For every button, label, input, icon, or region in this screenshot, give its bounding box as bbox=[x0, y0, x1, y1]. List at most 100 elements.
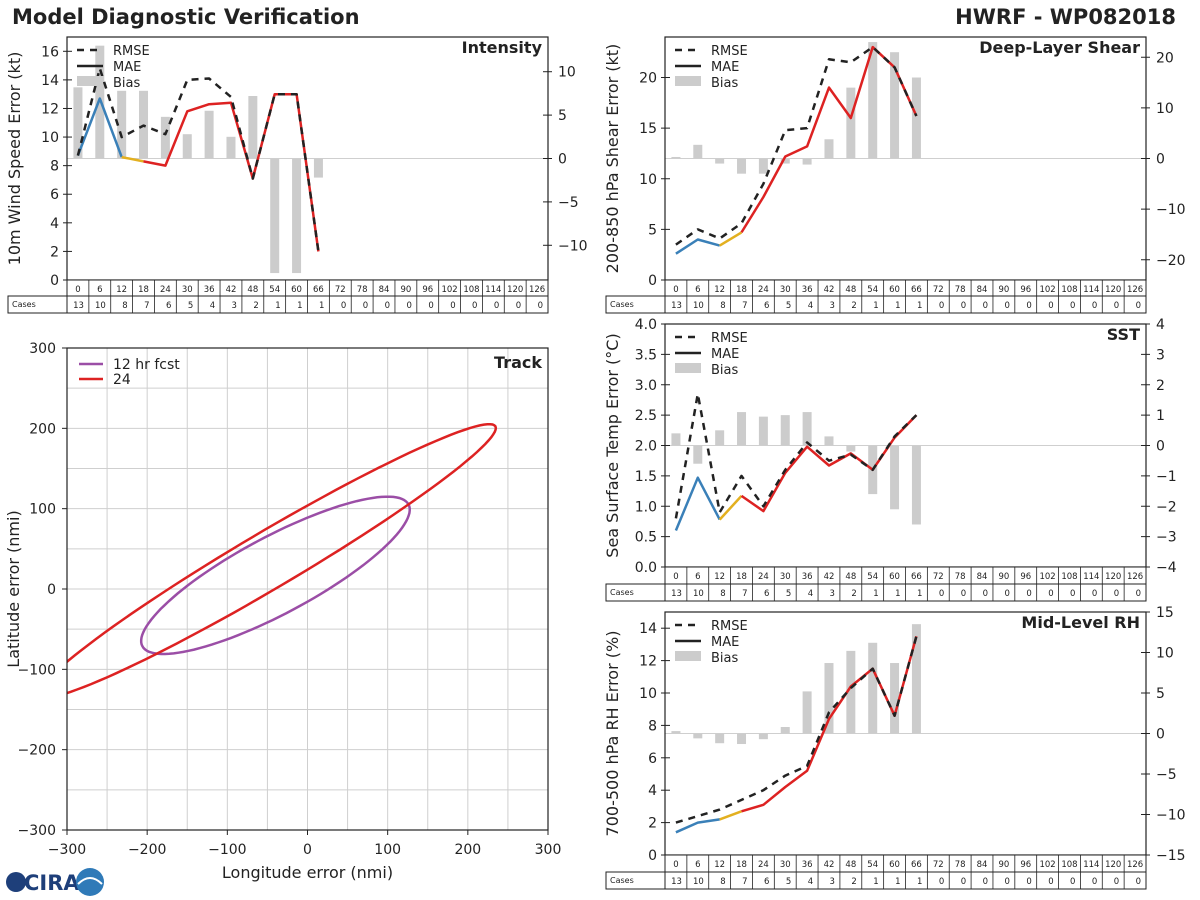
shear-legend-rmse-label: RMSE bbox=[711, 44, 748, 59]
shear-legend-bias-swatch bbox=[675, 76, 701, 86]
rh-table-cases-row bbox=[605, 871, 1147, 890]
shear-table-case: 4 bbox=[808, 301, 813, 311]
intensity-table-hour: 102 bbox=[441, 285, 457, 295]
sst-table-hour: 42 bbox=[824, 572, 835, 582]
intensity-bias-bar bbox=[117, 90, 127, 159]
rh-bias-bar bbox=[802, 691, 812, 734]
rh-table-case: 0 bbox=[1004, 877, 1009, 887]
intensity-table-hour: 54 bbox=[269, 285, 280, 295]
sst-table-hour: 120 bbox=[1105, 572, 1121, 582]
rh-table-hour: 72 bbox=[933, 860, 944, 870]
rh-legend-bias-label: Bias bbox=[711, 651, 738, 666]
shear-table-case: 0 bbox=[1070, 301, 1075, 311]
shear-table-case: 6 bbox=[764, 301, 769, 311]
sst-ytick-label: 1.0 bbox=[635, 499, 657, 515]
rh-bias-bar bbox=[911, 624, 921, 734]
intensity-table-hour: 48 bbox=[247, 285, 258, 295]
rh-bias-bar bbox=[693, 733, 703, 739]
sst-legend-mae-label: MAE bbox=[711, 347, 739, 362]
intensity-table-case: 4 bbox=[210, 301, 215, 311]
rh-table-hour: 90 bbox=[998, 860, 1009, 870]
sst-table-hour: 54 bbox=[867, 572, 878, 582]
intensity-legend-bias-label: Bias bbox=[113, 76, 140, 91]
intensity-y2tick-label: −5 bbox=[558, 195, 579, 211]
sst-ylabel: Sea Surface Temp Error (°C) bbox=[603, 333, 622, 557]
shear-y2tick-label: 10 bbox=[1156, 101, 1174, 117]
intensity-table-case: 8 bbox=[122, 301, 127, 311]
rh-bias-bar bbox=[846, 650, 856, 734]
intensity-legend-mae-label: MAE bbox=[113, 60, 141, 75]
shear-table-hour: 96 bbox=[1020, 285, 1031, 295]
shear-table-case: 1 bbox=[917, 301, 922, 311]
rh-table-hour: 42 bbox=[824, 860, 835, 870]
shear-table-case: 0 bbox=[1136, 301, 1141, 311]
sst-table-case: 6 bbox=[764, 589, 769, 599]
track-ytick-label: −200 bbox=[18, 743, 56, 759]
rh-table-hour: 36 bbox=[802, 860, 813, 870]
intensity-table-case: 10 bbox=[95, 301, 106, 311]
rh-table-case: 7 bbox=[742, 877, 747, 887]
intensity-rmse-line bbox=[76, 67, 320, 252]
shear-table-case: 10 bbox=[693, 301, 704, 311]
shear-table-cases-label: Cases bbox=[610, 300, 634, 309]
track-xtick-label: −200 bbox=[128, 842, 166, 858]
rh-table-case: 6 bbox=[764, 877, 769, 887]
rh-y2tick-label: −10 bbox=[1156, 808, 1186, 824]
intensity-table-hour: 18 bbox=[138, 285, 149, 295]
sst-table-case: 3 bbox=[830, 589, 835, 599]
rh-bias-bar bbox=[890, 663, 900, 734]
intensity-table-case: 6 bbox=[166, 301, 171, 311]
sst-table-case: 0 bbox=[939, 589, 944, 599]
intensity-bias-bar bbox=[270, 158, 280, 274]
rh-table-hour: 54 bbox=[867, 860, 878, 870]
rh-table-case: 8 bbox=[720, 877, 725, 887]
intensity-table-hour: 66 bbox=[313, 285, 324, 295]
shear-table-hour: 108 bbox=[1061, 285, 1077, 295]
sst-legend-bias-swatch bbox=[675, 363, 701, 373]
sst-table-case: 2 bbox=[851, 589, 856, 599]
shear-table-hour: 120 bbox=[1105, 285, 1121, 295]
rh-table-case: 0 bbox=[1070, 877, 1075, 887]
rh-table-hour: 126 bbox=[1127, 860, 1143, 870]
rh-y2tick-label: 10 bbox=[1156, 646, 1174, 662]
sst-table-case: 0 bbox=[1026, 589, 1031, 599]
shear-table-case: 0 bbox=[939, 301, 944, 311]
rh-table-hour: 30 bbox=[780, 860, 791, 870]
sst-mae-line bbox=[718, 495, 743, 521]
intensity-bias-bar bbox=[95, 45, 105, 159]
intensity-table-hour: 24 bbox=[160, 285, 171, 295]
shear-ylabel: 200-850 hPa Shear Error (kt) bbox=[603, 44, 622, 274]
rh-table-case: 3 bbox=[830, 877, 835, 887]
shear-table-hour: 18 bbox=[736, 285, 747, 295]
shear-table-hour: 72 bbox=[933, 285, 944, 295]
sst-y2tick-label: −4 bbox=[1156, 560, 1177, 576]
sst-legend-rmse-label: RMSE bbox=[711, 331, 748, 346]
intensity-table-hour: 114 bbox=[485, 285, 501, 295]
intensity-table-hour: 6 bbox=[97, 285, 102, 295]
track-ytick-label: −100 bbox=[18, 662, 56, 678]
shear-table-hour: 6 bbox=[695, 285, 700, 295]
sst-table-case: 0 bbox=[1136, 589, 1141, 599]
intensity-table-hour: 90 bbox=[400, 285, 411, 295]
sst-table-case: 0 bbox=[983, 589, 988, 599]
sst-ytick-label: 0.0 bbox=[635, 560, 657, 576]
shear-table-hour: 60 bbox=[889, 285, 900, 295]
sst-table-hour: 126 bbox=[1127, 572, 1143, 582]
rh-bias-bar bbox=[824, 663, 834, 734]
track-xtick-label: 300 bbox=[535, 842, 562, 858]
shear-table-hour: 84 bbox=[977, 285, 988, 295]
shear-bias-bar bbox=[802, 158, 812, 165]
track-xtick-label: 0 bbox=[303, 842, 312, 858]
rh-mae-line bbox=[741, 635, 918, 813]
rh-ytick-label: 10 bbox=[639, 686, 657, 702]
intensity-table-case: 0 bbox=[450, 301, 455, 311]
track-legend-24hr-label: 24 bbox=[113, 372, 131, 388]
sst-y2tick-label: 3 bbox=[1156, 347, 1165, 363]
intensity-legend-rmse-label: RMSE bbox=[113, 44, 150, 59]
intensity-table-case: 0 bbox=[363, 301, 368, 311]
sst-table-hour: 36 bbox=[802, 572, 813, 582]
sst-table-cases-row bbox=[605, 583, 1147, 602]
intensity-table-case: 0 bbox=[385, 301, 390, 311]
intensity-y2tick-label: 10 bbox=[558, 65, 576, 81]
